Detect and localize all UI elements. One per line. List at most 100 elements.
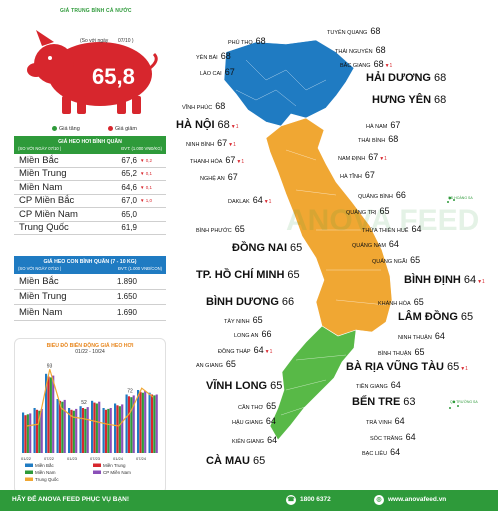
row-region: Miền Bắc xyxy=(19,154,59,166)
chart-bar xyxy=(22,412,25,453)
province-name: THỪA THIÊN HUẾ xyxy=(362,228,409,234)
province-label: THANH HÓA 67▼1 xyxy=(190,150,244,168)
province-label: BẠC LIÊU 64 xyxy=(362,442,400,460)
chart-tick-label: 07/23 xyxy=(90,456,101,461)
province-name: ĐỒNG NAI xyxy=(232,242,287,254)
legend-price-down: Giá giảm xyxy=(108,126,137,132)
footer-website[interactable]: www.anovafeed.vn xyxy=(388,496,447,503)
watermark: ANOVA FEED xyxy=(286,204,479,237)
chart-tick-label: 01/24 xyxy=(113,456,124,461)
province-label: KIÊN GIANG 64 xyxy=(232,430,277,448)
table-unit: ĐVT: (1.000 VNĐ/KG) xyxy=(121,146,162,151)
legend-label: Trung Quốc xyxy=(35,477,59,482)
province-price: 67 xyxy=(224,67,235,77)
province-label: VĨNH LONG 65 xyxy=(206,376,282,394)
chart-bar xyxy=(150,394,154,453)
island-label-hoang-sa: QĐ HOÀNG SA xyxy=(448,196,473,200)
province-name: BẠC LIÊU xyxy=(362,451,388,457)
chart-bar xyxy=(75,408,78,453)
province-label: TÂY NINH 65 xyxy=(224,310,263,328)
chart-bar xyxy=(52,375,55,453)
province-price: 68 xyxy=(217,119,230,131)
province-price: 65 xyxy=(414,347,425,357)
province-price: 65 xyxy=(410,255,421,265)
pig-icon: 65,8 (So với ngày 07/10 ) xyxy=(27,30,158,114)
province-name: HẬU GIANG xyxy=(232,420,263,426)
province-label: YÊN BÁI 68 xyxy=(196,46,231,64)
table-compare-date: (SO VỚI NGÀY 07/10 ) xyxy=(18,146,62,151)
province-name: TIỀN GIANG xyxy=(356,384,388,390)
province-price: 65 xyxy=(253,455,266,467)
footer-slogan: HÃY ĐỂ ANOVA FEED PHỤC VỤ BẠN! xyxy=(12,496,130,503)
province-price: 68 xyxy=(215,101,226,111)
province-label: BẾN TRE 63 xyxy=(352,392,416,410)
province-price: 67 xyxy=(227,172,238,182)
chart-bar xyxy=(104,409,108,453)
compare-label: (So với ngày xyxy=(80,38,109,44)
footer-hotline[interactable]: 1800 6372 xyxy=(300,496,331,503)
province-price: 66 xyxy=(281,296,295,308)
province-name: QUẢNG BÌNH xyxy=(358,194,393,200)
footer-bar: HÃY ĐỂ ANOVA FEED PHỤC VỤ BẠN! ☎ 1800 63… xyxy=(0,490,498,511)
row-change: ▼ 0,1 xyxy=(140,171,152,177)
chart-bar xyxy=(26,414,29,453)
province-name: KIÊN GIANG xyxy=(232,439,265,445)
province-name: DAKLAK xyxy=(228,199,250,205)
province-price: 64 xyxy=(267,435,278,445)
province-price: 65 xyxy=(270,380,283,392)
chart-bar xyxy=(45,373,48,453)
table-row: Miền Nam 64,6 ▼ 0,1 xyxy=(14,181,166,195)
province-price: 64 xyxy=(252,195,263,205)
chart-bar xyxy=(130,397,133,453)
province-label: CẦN THƠ 65 xyxy=(238,396,276,414)
globe-icon: ◎ xyxy=(374,495,384,505)
chart-bar xyxy=(91,400,94,453)
province-name: LÂM ĐỒNG xyxy=(398,311,458,323)
province-label: BÌNH PHƯỚC 65 xyxy=(196,219,245,237)
chart-bar xyxy=(95,403,98,453)
province-price: 64 xyxy=(434,331,445,341)
chart-bar xyxy=(84,408,87,453)
province-name: LONG AN xyxy=(234,333,259,339)
province-label: SÓC TRĂNG 64 xyxy=(370,427,416,445)
table-row: Miền Trung 65,2 ▼ 0,1 xyxy=(14,168,166,181)
chart-bar xyxy=(144,390,147,453)
province-price: 64 xyxy=(411,224,422,234)
province-name: THÁI BÌNH xyxy=(358,138,386,144)
province-price: 65 xyxy=(234,224,245,234)
province-price: 65 xyxy=(290,242,303,254)
row-price: 61,9 xyxy=(121,223,137,233)
province-label: QUẢNG NGÃI 65 xyxy=(372,250,420,268)
row-price: 1.890 xyxy=(116,276,137,286)
chart-bar xyxy=(116,405,119,453)
province-name: QUẢNG TRỊ xyxy=(346,210,377,216)
chart-tick-label: 01/23 xyxy=(67,456,78,461)
chart-bar xyxy=(107,408,110,453)
chart-bar xyxy=(61,401,64,453)
province-label: ĐỒNG THÁP 64▼1 xyxy=(218,340,272,358)
province-label: NAM ĐỊNH 67▼1 xyxy=(338,147,387,165)
chart-data-label: 72 xyxy=(127,389,133,395)
province-label: HẢI DƯƠNG 68 xyxy=(366,68,446,86)
chart-tick-label: 07/22 xyxy=(44,456,55,461)
price-down-arrow-icon: ▼1 xyxy=(460,366,468,372)
province-label: LONG AN 66 xyxy=(234,324,271,342)
province-label: BÌNH ĐỊNH 64▼1 xyxy=(404,270,485,288)
table-row: CP Miền Bắc 67,0 ▼ 1,0 xyxy=(14,195,166,208)
province-label: TP. HỒ CHÍ MINH 65 xyxy=(196,265,300,283)
province-price: 68 xyxy=(434,94,447,106)
province-name: THANH HÓA xyxy=(190,159,223,165)
vietnam-map: ANOVA FEED xyxy=(223,39,479,441)
row-region: CP Miền Bắc xyxy=(19,195,75,207)
province-label: KHÁNH HÒA 65 xyxy=(378,292,424,310)
chart-bar xyxy=(86,407,89,453)
table-row: Miền Bắc 1.890 xyxy=(14,274,166,290)
chart-bar xyxy=(139,391,142,453)
table-row: Miền Nam 1.690 xyxy=(14,305,166,321)
chart-bar xyxy=(132,395,135,453)
chart-bar xyxy=(148,392,151,453)
province-name: ĐỒNG THÁP xyxy=(218,349,251,355)
province-label: THỪA THIÊN HUẾ 64 xyxy=(362,219,421,237)
row-region: Trung Quốc xyxy=(19,222,69,234)
province-price: 64 xyxy=(390,447,401,457)
